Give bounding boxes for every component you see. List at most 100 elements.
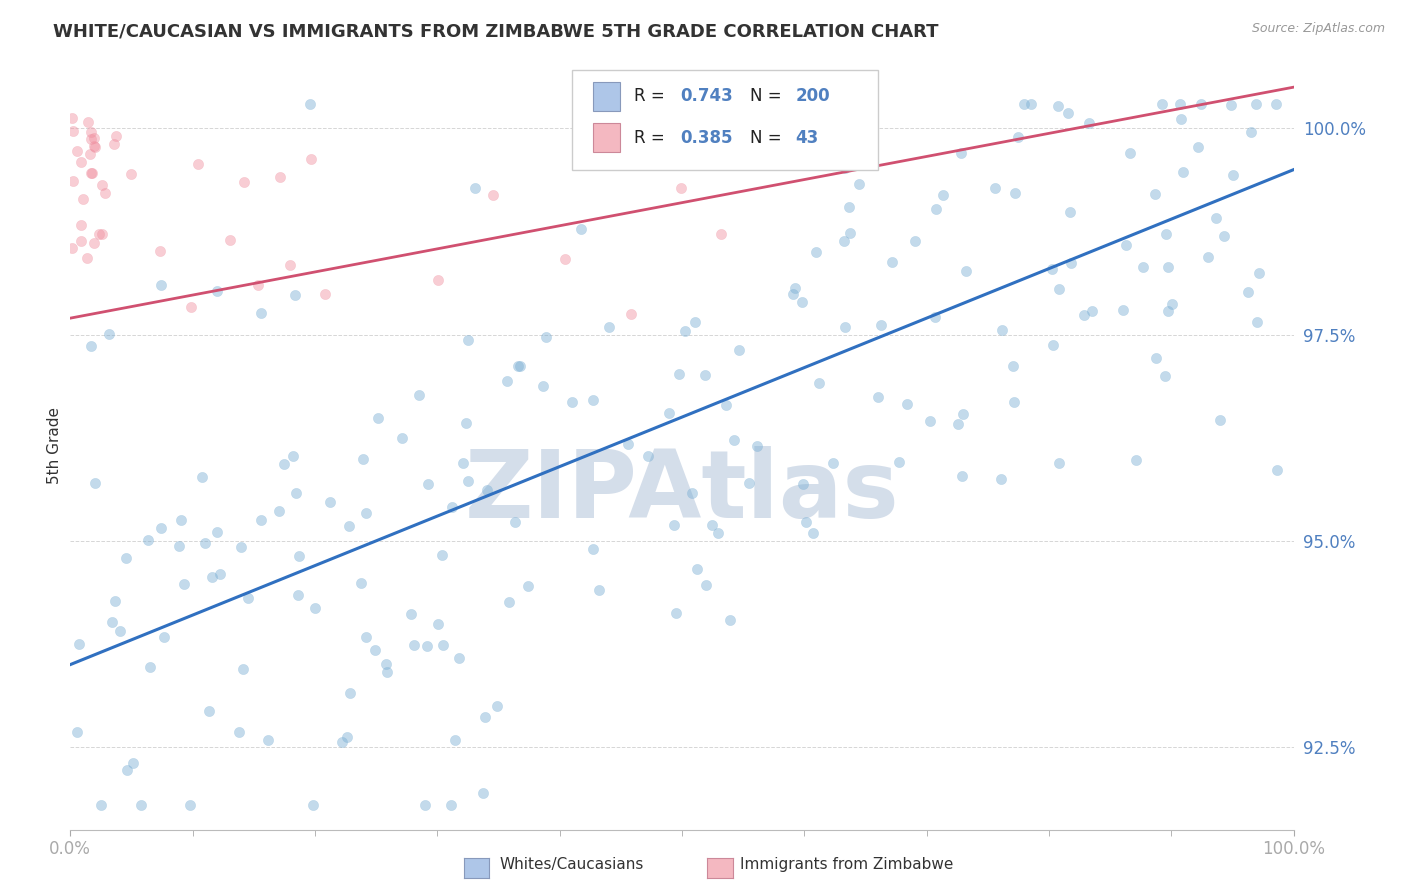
Point xyxy=(114,551,136,566)
Point xyxy=(472,786,495,800)
Point xyxy=(267,504,290,518)
Point xyxy=(991,323,1014,337)
Point xyxy=(103,137,125,152)
Text: N =: N = xyxy=(751,128,787,146)
Point xyxy=(1040,261,1063,276)
Point xyxy=(896,396,918,410)
Point xyxy=(416,476,439,491)
Point xyxy=(1212,229,1234,244)
Point xyxy=(62,174,84,188)
Point xyxy=(250,306,273,320)
Text: Immigrants from Zimbabwe: Immigrants from Zimbabwe xyxy=(740,857,953,872)
Text: ZIPAtlas: ZIPAtlas xyxy=(464,446,900,538)
Text: R =: R = xyxy=(634,128,671,146)
Point xyxy=(1197,250,1219,264)
Point xyxy=(150,278,173,293)
Point xyxy=(153,630,176,644)
Point xyxy=(91,227,114,242)
Point xyxy=(187,157,209,171)
Point xyxy=(105,129,128,144)
Point xyxy=(246,277,269,292)
Point xyxy=(693,368,716,382)
Point xyxy=(415,640,437,654)
Point xyxy=(554,252,576,267)
Point xyxy=(250,513,273,527)
Point xyxy=(1056,105,1078,120)
Text: Whites/Caucasians: Whites/Caucasians xyxy=(499,857,644,872)
Point xyxy=(838,200,860,214)
Point xyxy=(101,615,124,630)
Point xyxy=(495,374,517,388)
Point xyxy=(79,147,101,161)
Point xyxy=(287,588,309,602)
Point xyxy=(432,549,454,563)
Text: WHITE/CAUCASIAN VS IMMIGRANTS FROM ZIMBABWE 5TH GRADE CORRELATION CHART: WHITE/CAUCASIAN VS IMMIGRANTS FROM ZIMBA… xyxy=(53,22,939,40)
Point xyxy=(683,315,706,329)
Point xyxy=(534,330,557,344)
Point xyxy=(427,616,450,631)
FancyBboxPatch shape xyxy=(572,70,877,169)
Point xyxy=(208,567,231,582)
Point xyxy=(399,607,422,622)
Point xyxy=(803,525,825,540)
Point xyxy=(834,161,856,175)
Point xyxy=(782,286,804,301)
Text: R =: R = xyxy=(634,87,671,105)
Point xyxy=(83,131,105,145)
Point xyxy=(702,518,724,533)
Point xyxy=(79,339,101,353)
Point xyxy=(925,202,948,216)
Point xyxy=(1247,266,1270,280)
Point xyxy=(1144,351,1167,365)
Point xyxy=(66,144,89,158)
Point xyxy=(82,166,104,180)
Point xyxy=(115,763,138,777)
Point xyxy=(952,407,974,421)
Point xyxy=(104,594,127,608)
Point xyxy=(531,379,554,393)
Point xyxy=(352,452,374,467)
Point xyxy=(426,273,449,287)
Point xyxy=(1267,463,1289,477)
Point xyxy=(1060,256,1083,270)
Point xyxy=(1157,303,1180,318)
Point xyxy=(139,659,162,673)
Point xyxy=(783,281,806,295)
Point xyxy=(1115,238,1137,252)
Point xyxy=(457,334,479,348)
Point xyxy=(1007,130,1029,145)
Point xyxy=(582,392,605,407)
Point xyxy=(1170,96,1192,111)
Point xyxy=(299,96,322,111)
Point xyxy=(671,181,693,195)
Point xyxy=(723,433,745,447)
Point xyxy=(375,665,398,679)
Point xyxy=(790,295,813,310)
Point xyxy=(1144,187,1167,202)
Point xyxy=(273,457,295,471)
Point xyxy=(83,236,105,251)
Point xyxy=(1004,186,1026,201)
Point xyxy=(1189,96,1212,111)
Point xyxy=(198,704,221,718)
Point xyxy=(90,797,112,812)
Point xyxy=(1019,96,1042,111)
Point xyxy=(136,533,159,547)
Point xyxy=(97,327,120,342)
Point xyxy=(620,307,643,321)
Point xyxy=(1171,165,1194,179)
Point xyxy=(205,525,228,540)
Point xyxy=(149,244,172,258)
Point xyxy=(832,235,855,249)
Point xyxy=(269,170,291,185)
Point xyxy=(77,115,100,129)
Point xyxy=(70,155,93,169)
Point xyxy=(848,177,870,191)
Point xyxy=(1170,112,1192,127)
Point xyxy=(350,576,373,591)
Point xyxy=(131,797,153,812)
Point xyxy=(904,235,927,249)
Point xyxy=(173,576,195,591)
Point xyxy=(1081,304,1104,318)
Point xyxy=(582,542,605,557)
